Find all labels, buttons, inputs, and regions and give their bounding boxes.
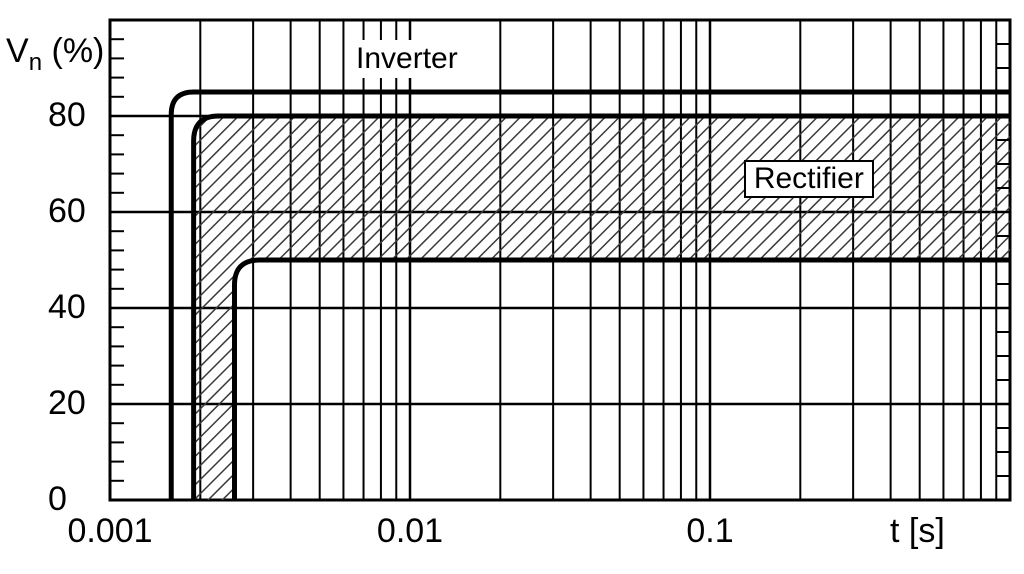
y-axis-label: Vn (%) bbox=[6, 32, 104, 77]
inverter-label: Inverter bbox=[350, 40, 464, 78]
y-axis-label-main: V bbox=[6, 32, 29, 70]
y-axis-label-unit: (%) bbox=[52, 32, 105, 70]
tick-label: 20 bbox=[48, 384, 86, 423]
y-axis-label-sub: n bbox=[29, 49, 42, 76]
tick-label: 0.01 bbox=[377, 512, 443, 551]
tick-label: 0.1 bbox=[686, 512, 733, 551]
tick-label: 40 bbox=[48, 288, 86, 327]
tick-label: 80 bbox=[48, 96, 86, 135]
tick-label: 60 bbox=[48, 192, 86, 231]
tick-label: 0.001 bbox=[67, 512, 152, 551]
plot-area bbox=[0, 0, 1024, 574]
chart-container: Vn (%) 0 20 40 60 80 0.001 0.01 0.1 Inverter Re… bbox=[0, 0, 1024, 574]
x-axis-label: t [s] bbox=[890, 512, 945, 551]
rectifier-label: Rectifier bbox=[744, 160, 874, 198]
tick-label: 0 bbox=[48, 480, 67, 519]
